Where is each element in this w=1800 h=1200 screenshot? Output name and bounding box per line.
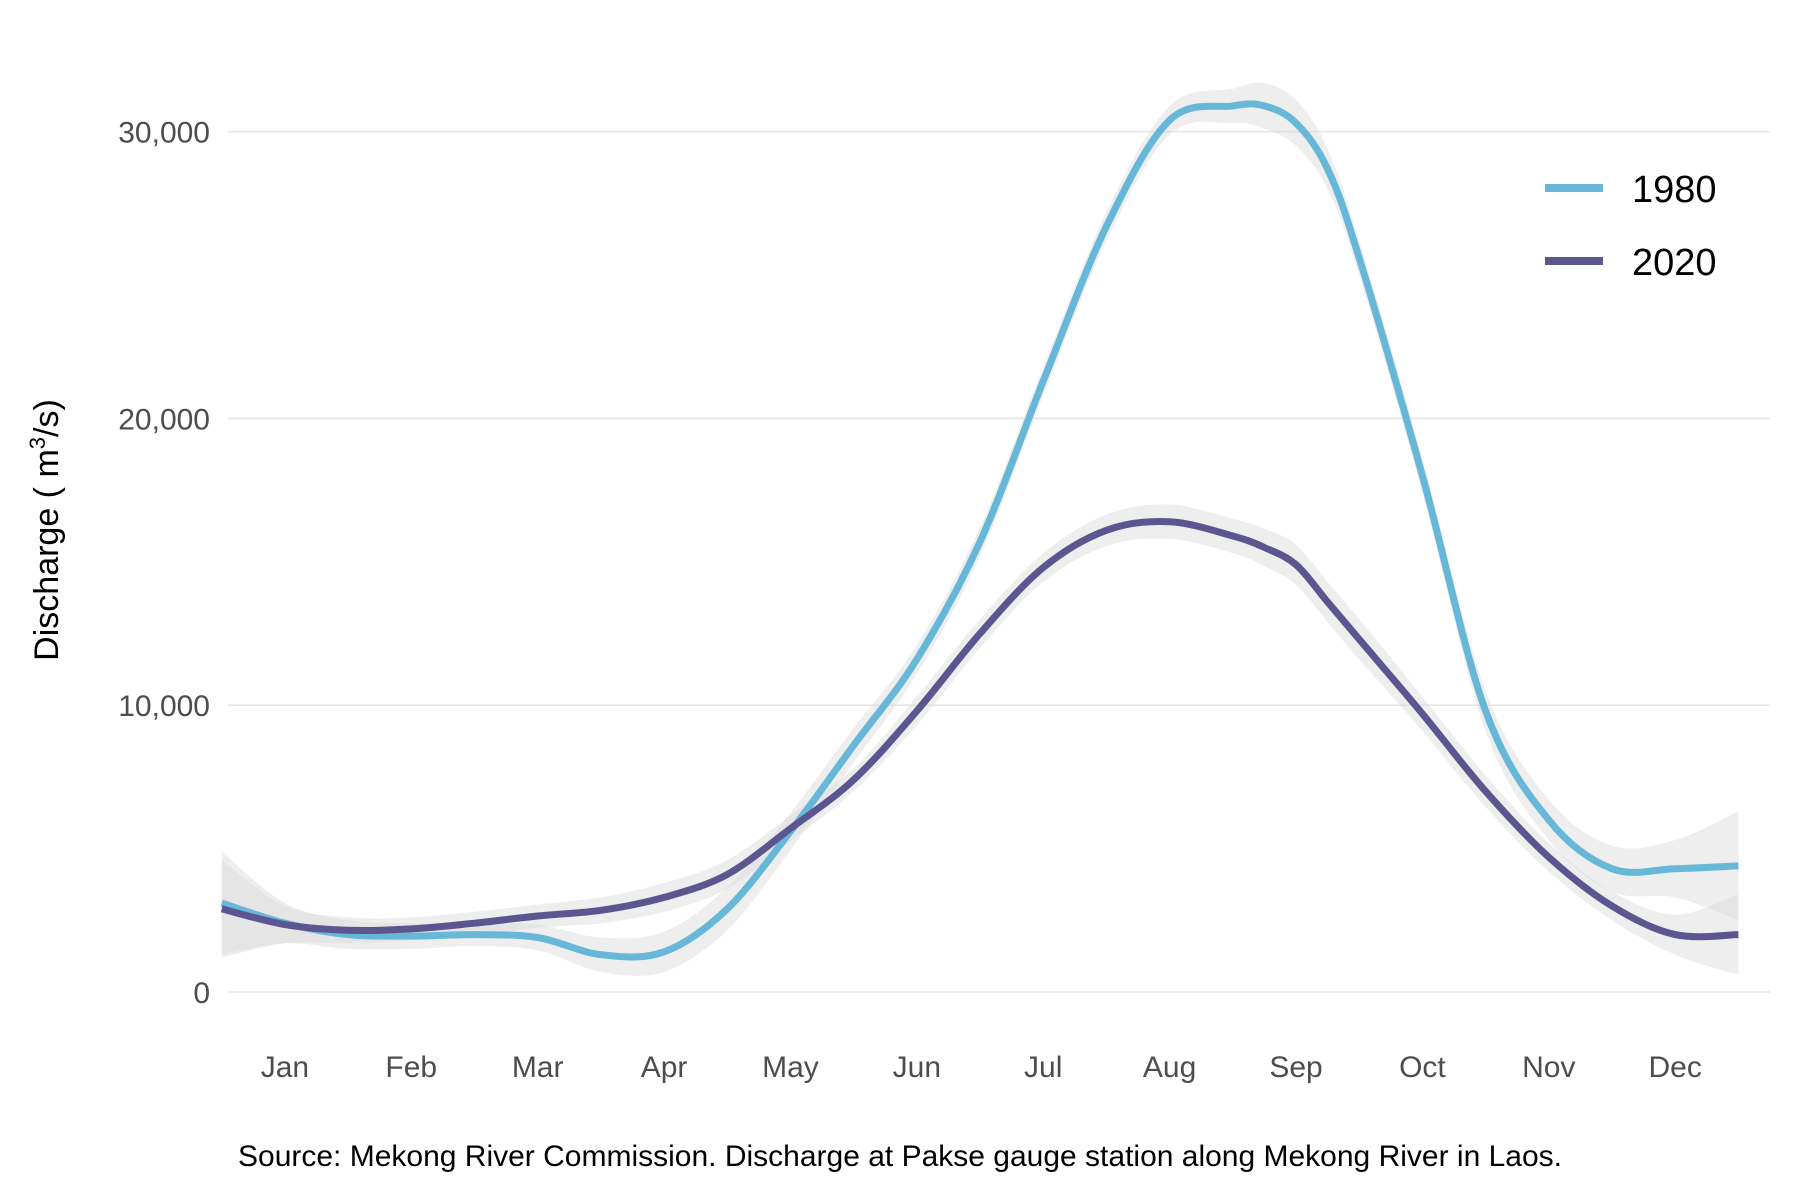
confidence-band-1980: [221, 82, 1739, 976]
legend: 1980 2020: [1545, 169, 1717, 284]
confidence-bands: [221, 82, 1739, 976]
x-tick-labels: Jan Feb Mar Apr May Jun Jul Aug Sep Oct Nov Dec: [261, 1051, 1702, 1084]
series-lines: [220, 100, 1739, 961]
y-tick-label: 10,000: [118, 690, 210, 723]
x-tick-label: Dec: [1649, 1051, 1702, 1084]
y-axis-label-unit: m: [28, 449, 66, 487]
x-tick-label: Jun: [893, 1051, 941, 1084]
x-tick-label: Jan: [261, 1051, 309, 1084]
x-tick-label: Oct: [1399, 1051, 1446, 1084]
confidence-band-2020: [221, 504, 1739, 975]
y-axis-label-unit-rest: /s): [28, 399, 66, 437]
y-axis-label: Discharge ( m3/s): [25, 399, 66, 661]
series-line-1980: [220, 100, 1739, 961]
x-tick-label: May: [762, 1051, 819, 1084]
y-gridlines: [228, 130, 1770, 993]
x-tick-label: Sep: [1269, 1051, 1322, 1084]
x-tick-label: Apr: [641, 1051, 688, 1084]
y-tick-label: 0: [193, 977, 210, 1010]
y-axis-label-unit-sup: 3: [25, 437, 50, 449]
source-caption: Source: Mekong River Commission. Dischar…: [238, 1140, 1562, 1173]
legend-label-2020: 2020: [1632, 242, 1717, 284]
x-tick-label: Feb: [385, 1051, 437, 1084]
y-tick-labels: 0 10,000 20,000 30,000: [118, 117, 210, 1010]
series-line-2020: [220, 517, 1739, 941]
x-tick-label: Jul: [1024, 1051, 1062, 1084]
x-tick-label: Nov: [1522, 1051, 1575, 1084]
y-tick-label: 20,000: [118, 403, 210, 436]
legend-label-1980: 1980: [1632, 169, 1717, 211]
y-axis-label-main: Discharge (: [28, 486, 66, 661]
x-tick-label: Mar: [512, 1051, 564, 1084]
y-tick-label: 30,000: [118, 117, 210, 150]
x-tick-label: Aug: [1143, 1051, 1196, 1084]
